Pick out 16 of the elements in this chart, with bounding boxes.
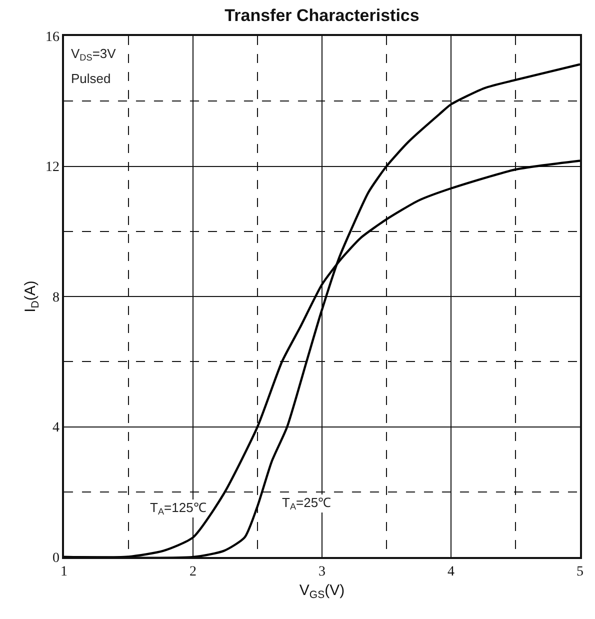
chart-title: Transfer Characteristics [224, 6, 420, 26]
x-tick-label: 3 [318, 564, 326, 580]
x-tick-label: 1 [60, 564, 68, 580]
x-tick-label: 4 [448, 564, 454, 580]
annotation: V$_{DS}$=3V [71, 46, 116, 63]
series-label: T$_{A}$=25℃ [282, 495, 332, 512]
y-tick-label: 12 [45, 160, 60, 176]
y-tick-label: 16 [45, 30, 60, 45]
y-tick-label: 4 [52, 420, 60, 436]
y-tick-label: 0 [52, 550, 60, 566]
series-label: T$_{A}$=125℃ [150, 500, 206, 517]
x-axis-title: V$_{GS}$(V) [299, 582, 345, 602]
annotation: Pulsed [71, 71, 111, 86]
x-tick-label: 2 [190, 564, 196, 580]
y-tick-label: 8 [52, 290, 60, 306]
x-tick-label: 5 [576, 564, 584, 580]
